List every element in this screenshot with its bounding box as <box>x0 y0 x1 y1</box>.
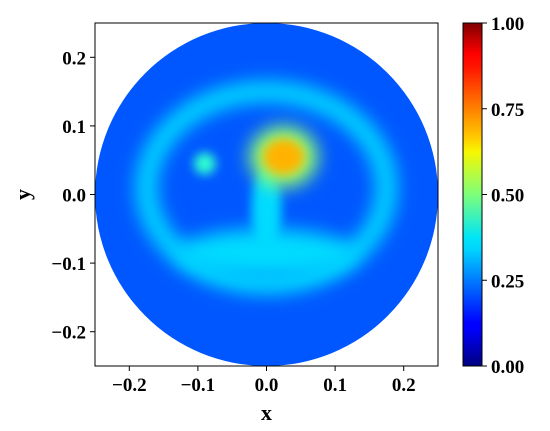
y-tick-label: 0.0 <box>62 186 86 207</box>
colorbar-tick-label: 0.75 <box>491 100 524 121</box>
colorbar-tick-label: 0.25 <box>491 271 524 292</box>
colorbar: 1.00 0.75 0.50 0.25 0.00 <box>462 14 524 378</box>
x-tick-label: 0.1 <box>323 375 347 396</box>
heatmap-image <box>95 23 438 366</box>
x-axis-label: x <box>261 400 272 425</box>
y-tick-label: 0.2 <box>62 48 86 69</box>
colorbar-tick-label: 1.00 <box>491 14 524 35</box>
y-tick-label: 0.1 <box>62 117 86 138</box>
y-axis: 0.2 0.1 0.0 −0.1 −0.2 <box>51 48 95 344</box>
colorbar-tick-label: 0.50 <box>491 186 524 207</box>
feature-bright-spot-core <box>263 138 305 175</box>
y-axis-label: y <box>10 189 35 200</box>
y-tick-label: −0.2 <box>51 323 86 344</box>
x-tick-label: 0.2 <box>392 375 416 396</box>
feature-left-small-spot <box>193 152 216 175</box>
colorbar-gradient <box>462 22 483 367</box>
y-tick-label: −0.1 <box>51 254 86 275</box>
x-axis: −0.2 −0.1 0.0 0.1 0.2 <box>112 366 416 396</box>
x-tick-label: 0.0 <box>255 375 279 396</box>
colorbar-ticks: 1.00 0.75 0.50 0.25 0.00 <box>482 14 524 378</box>
x-tick-label: −0.1 <box>181 375 216 396</box>
x-tick-label: −0.2 <box>112 375 147 396</box>
feature-central-column <box>251 167 282 250</box>
feature-outer-ring <box>136 81 397 294</box>
colorbar-tick-label: 0.00 <box>491 357 524 378</box>
feature-lower-band <box>177 228 356 277</box>
